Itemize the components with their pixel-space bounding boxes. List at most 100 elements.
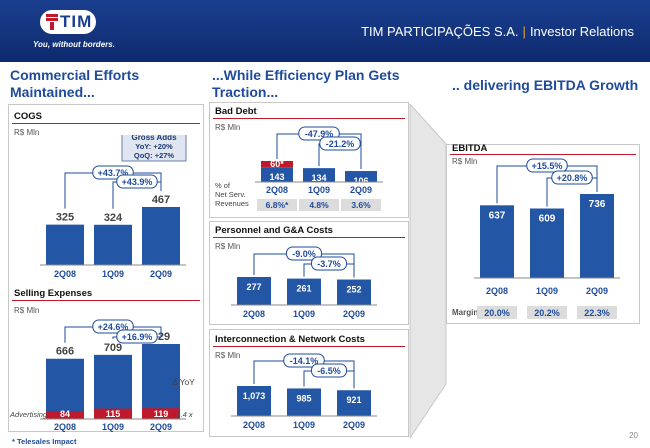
bad-debt-unit: R$ Mln xyxy=(215,123,241,132)
bad_debt-ratio-box xyxy=(341,199,381,211)
slogan: You, without borders. xyxy=(33,40,115,49)
bad_debt-change-label: -47.9% xyxy=(305,129,334,139)
personnel-change-label: -9.0% xyxy=(292,249,316,259)
bad_debt-ratio-caption: Revenues xyxy=(215,199,249,208)
selling-change-label: +24.6% xyxy=(98,322,129,332)
personnel-category-label: 2Q08 xyxy=(243,309,265,319)
ebitda-unit: R$ Mln xyxy=(452,157,478,166)
bad_debt-change-pill xyxy=(319,136,361,151)
interconnection-bar xyxy=(287,388,321,416)
ebitda-value-label: 637 xyxy=(489,210,506,221)
personnel-change-pill xyxy=(311,256,347,271)
ebitda-bar xyxy=(480,205,514,278)
personnel-bar xyxy=(337,279,371,305)
ebitda-margin-value: 22.3% xyxy=(584,308,610,318)
cogs-value-label: 467 xyxy=(152,194,170,206)
cogs-change-label: +43.7% xyxy=(98,168,129,178)
logo-text: TIM xyxy=(60,12,93,31)
bad_debt-ratio-caption: % of xyxy=(215,181,231,190)
personnel-title: Personnel and G&A Costs xyxy=(215,225,333,236)
interconnection-change-pill xyxy=(311,363,347,378)
selling-advertising-bar xyxy=(142,408,180,419)
middle-column-title: ...While Efficiency Plan Gets Traction..… xyxy=(212,67,400,100)
bad-debt-title: Bad Debt xyxy=(215,106,257,117)
interconnection-value-label: 985 xyxy=(296,393,311,403)
cogs-rule xyxy=(12,123,200,124)
bad_debt-extra-bar xyxy=(261,161,293,168)
selling-category-label: 2Q09 xyxy=(150,422,172,432)
ebitda-category-label: 1Q09 xyxy=(536,286,558,296)
selling-category-label: 1Q09 xyxy=(102,422,124,432)
cogs-chart: 325 2Q08 324 1Q09 467 2Q09 +43.7%+43.9% Gross A… xyxy=(40,135,187,279)
selling-change-label: +16.9% xyxy=(122,332,153,342)
bad_debt-value-label: 134 xyxy=(311,173,326,183)
interconnection-unit: R$ Mln xyxy=(215,351,241,360)
bad_debt-change-label: -21.2% xyxy=(326,139,355,149)
cogs-title: COGS xyxy=(14,111,42,122)
ebitda-value-label: 736 xyxy=(589,199,606,210)
ebitda-margin-box xyxy=(527,306,567,319)
interconnection-bar xyxy=(337,390,371,416)
ebitda-category-label: 2Q08 xyxy=(486,286,508,296)
footnote: * Telesales Impact xyxy=(12,437,77,446)
selling-advertising-label: 84 xyxy=(60,409,70,419)
bad-debt-panel xyxy=(209,102,409,218)
bad_debt-bar xyxy=(303,168,335,182)
ebitda-change-pill xyxy=(551,170,593,185)
cogs-change-pill xyxy=(116,174,158,189)
selling-advertising-bar xyxy=(94,408,132,419)
interconnection-change-pill xyxy=(283,353,325,368)
bad_debt-extra-label: 60* xyxy=(270,159,284,169)
selling-value-label: 709 xyxy=(104,342,122,354)
cogs-value-label: 324 xyxy=(104,212,123,224)
cogs-note-box xyxy=(121,135,187,162)
personnel-value-label: 261 xyxy=(296,284,311,294)
interconnection-category-label: 2Q09 xyxy=(343,420,365,430)
bad_debt-category-label: 2Q09 xyxy=(350,185,372,195)
personnel-panel xyxy=(209,221,409,325)
ebitda-category-label: 2Q09 xyxy=(586,286,608,296)
interconnection-chart: 1,073 2Q08 985 1Q09 921 2Q09 -14.1%-6.5% xyxy=(231,353,377,430)
interconnection-panel xyxy=(209,329,409,437)
section-label: Investor Relations xyxy=(529,24,634,39)
personnel-chart: 277 2Q08 261 1Q09 252 2Q09 -9.0%-3.7% xyxy=(231,246,377,319)
connector-shape xyxy=(409,104,447,438)
personnel-rule xyxy=(213,237,405,238)
tim-logo-mark-icon xyxy=(46,14,58,30)
cogs-bar xyxy=(94,224,132,265)
bad_debt-ratio-caption: Net Serv. xyxy=(215,190,246,199)
selling-bar xyxy=(46,358,84,419)
selling-title: Selling Expenses xyxy=(14,288,93,299)
selling-unit: R$ Mln xyxy=(14,306,40,315)
selling-change-pill xyxy=(116,329,158,344)
personnel-change-pill xyxy=(286,246,322,261)
ebitda-margin-box xyxy=(477,306,517,319)
personnel-bar xyxy=(287,278,321,305)
interconnection-value-label: 921 xyxy=(346,395,361,405)
ebitda-margin-caption: Margin % xyxy=(452,308,488,317)
company-name: TIM PARTICIPAÇÕES S.A. | Investor Relation… xyxy=(361,24,634,39)
cogs-note-line: QoQ: +27% xyxy=(134,151,175,160)
ebitda-rule xyxy=(450,154,636,155)
selling-yoy-value: =1.4 x xyxy=(172,410,193,419)
company-label: TIM PARTICIPAÇÕES S.A. xyxy=(361,24,519,39)
cogs-value-label: 325 xyxy=(56,212,74,224)
interconnection-change-label: -6.5% xyxy=(317,366,341,376)
cogs-unit: R$ Mln xyxy=(14,128,40,137)
selling-bar xyxy=(94,354,132,419)
ebitda-change-label: +20.8% xyxy=(557,173,588,183)
selling-advertising-bar xyxy=(46,411,84,419)
selling-chart: 846662Q081157091Q091198292Q09+24.6%+16.9… xyxy=(9,319,195,432)
cogs-bar xyxy=(46,224,84,265)
cogs-bar xyxy=(142,207,180,265)
bad_debt-value-label: 143 xyxy=(269,172,284,182)
personnel-category-label: 1Q09 xyxy=(293,309,315,319)
interconnection-title: Interconnection & Network Costs xyxy=(215,334,365,345)
company-separator: | xyxy=(522,24,526,39)
selling-bar xyxy=(142,344,180,419)
cogs-note-title: Gross Adds xyxy=(131,135,177,142)
bad_debt-value-label: 106 xyxy=(353,176,368,186)
bad_debt-ratio-value: 3.6% xyxy=(351,200,371,210)
selling-rule xyxy=(12,300,200,301)
ebitda-title: EBITDA xyxy=(452,143,488,154)
